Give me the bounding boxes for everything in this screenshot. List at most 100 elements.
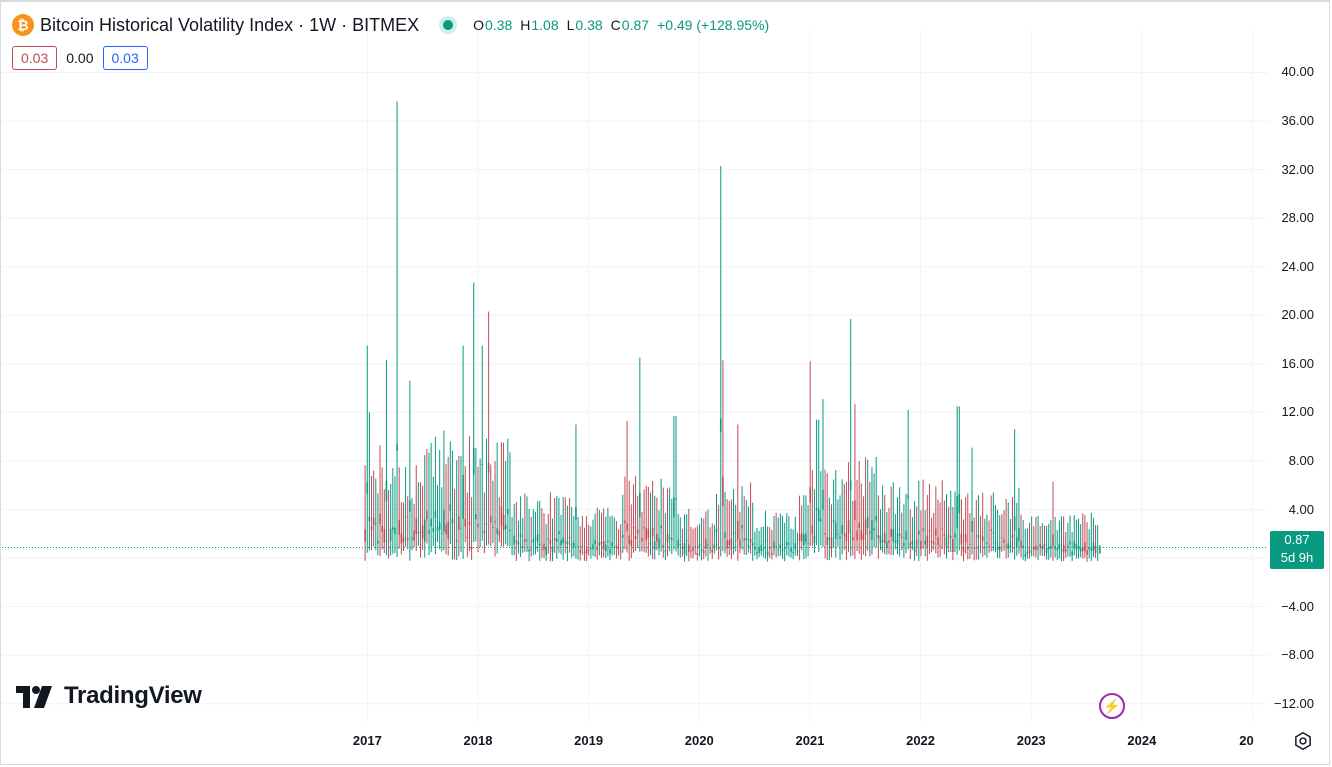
ohlc-low: L0.38 (566, 17, 603, 33)
candle-body (515, 540, 518, 543)
candle-body (992, 532, 995, 534)
last-price-tag: 0.87 5d 9h (1270, 531, 1324, 569)
candle-body (1035, 545, 1037, 550)
buy-button[interactable]: 0.03 (102, 46, 148, 70)
candle-body (387, 540, 390, 542)
candle-body (824, 533, 826, 535)
candle-body (404, 516, 407, 518)
x-tick-label: 2022 (906, 733, 936, 748)
symbol-title[interactable]: Bitcoin Historical Volatility Index · 1W… (40, 14, 420, 35)
candle-body (911, 540, 914, 545)
candle-body (432, 528, 435, 533)
candle-body (837, 533, 839, 535)
x-tick-label: 2018 (463, 733, 493, 748)
candle-body (634, 536, 637, 540)
candle-body (500, 506, 503, 526)
candle-body (758, 547, 760, 554)
sell-button[interactable]: 0.03 (12, 46, 58, 70)
candle-body (428, 529, 430, 534)
candle-body (809, 487, 812, 503)
candle-body (594, 540, 596, 545)
candle-body (670, 538, 673, 541)
candle-body (719, 418, 722, 432)
lightning-icon[interactable]: ⚡ (1099, 693, 1125, 719)
tradingview-logo-icon (16, 686, 52, 708)
candle-body (436, 526, 439, 532)
candle-body (907, 495, 909, 499)
candle-body (415, 518, 418, 535)
candle-body (736, 520, 739, 540)
candle-body (826, 537, 829, 545)
brand-name: TradingView (64, 682, 202, 709)
candle-body (492, 526, 494, 528)
tradingview-logo[interactable]: TradingView (16, 682, 202, 710)
candle-body (449, 503, 452, 512)
candle-body (641, 537, 643, 542)
candle-body (690, 550, 692, 552)
candle-body (541, 549, 543, 551)
candle-body (683, 543, 686, 555)
candle-body (694, 546, 697, 548)
candle-body (851, 536, 854, 541)
candle-body (898, 534, 901, 536)
candle-body (423, 519, 426, 542)
candle-body (662, 544, 665, 547)
candle-body (585, 549, 588, 554)
candle-body (509, 529, 511, 532)
candle-body (366, 482, 369, 494)
candle-body (724, 532, 726, 538)
candle-body (472, 447, 475, 475)
candle-body (771, 553, 773, 555)
candle-body (673, 497, 675, 518)
candle-body (928, 530, 931, 532)
candle-body (1052, 534, 1054, 546)
candle-body (568, 536, 571, 539)
candle-body (918, 530, 920, 535)
bar-countdown: 5d 9h (1280, 550, 1314, 565)
candle-body (871, 519, 873, 540)
candle-body (886, 541, 888, 549)
candle-body (790, 548, 792, 552)
candle-body (843, 534, 846, 536)
candle-body (979, 545, 982, 547)
symbol-legend[interactable]: ₿ Bitcoin Historical Volatility Index · … (12, 12, 769, 38)
candle-body (1009, 545, 1012, 548)
candle-body (526, 539, 528, 541)
candle-body (485, 523, 488, 525)
candle-body (649, 543, 652, 545)
candle-body (1060, 549, 1063, 551)
candle-body (615, 545, 618, 548)
candle-body (688, 544, 690, 553)
candle-body (609, 548, 611, 554)
candle-body (458, 516, 460, 530)
candle-body (828, 537, 831, 540)
candle-body (764, 540, 767, 542)
candle-body (681, 547, 684, 549)
candle-body (996, 547, 999, 550)
candle-body (545, 547, 547, 556)
candle-body (651, 527, 654, 537)
candle-body (847, 520, 850, 534)
candle-body (986, 542, 988, 545)
candle-body (822, 489, 824, 510)
order-boxes: 0.03 0.00 0.03 (12, 46, 148, 70)
y-tick-label: −8.00 (1281, 647, 1314, 663)
settings-icon[interactable] (1292, 730, 1314, 752)
candle-body (834, 522, 837, 539)
candle-body (1050, 545, 1052, 549)
candle-body (434, 510, 437, 518)
candle-body (581, 545, 584, 547)
candle-body (705, 539, 707, 549)
candle-body (530, 549, 533, 551)
candle-body (377, 540, 379, 544)
candle-body (1018, 527, 1020, 541)
candle-body (451, 518, 454, 524)
candle-body (374, 523, 377, 525)
candle-body (926, 535, 929, 547)
candle-body (1056, 548, 1059, 551)
candle-body (900, 536, 903, 538)
candle-body (1011, 534, 1014, 539)
candle-body (498, 530, 501, 536)
